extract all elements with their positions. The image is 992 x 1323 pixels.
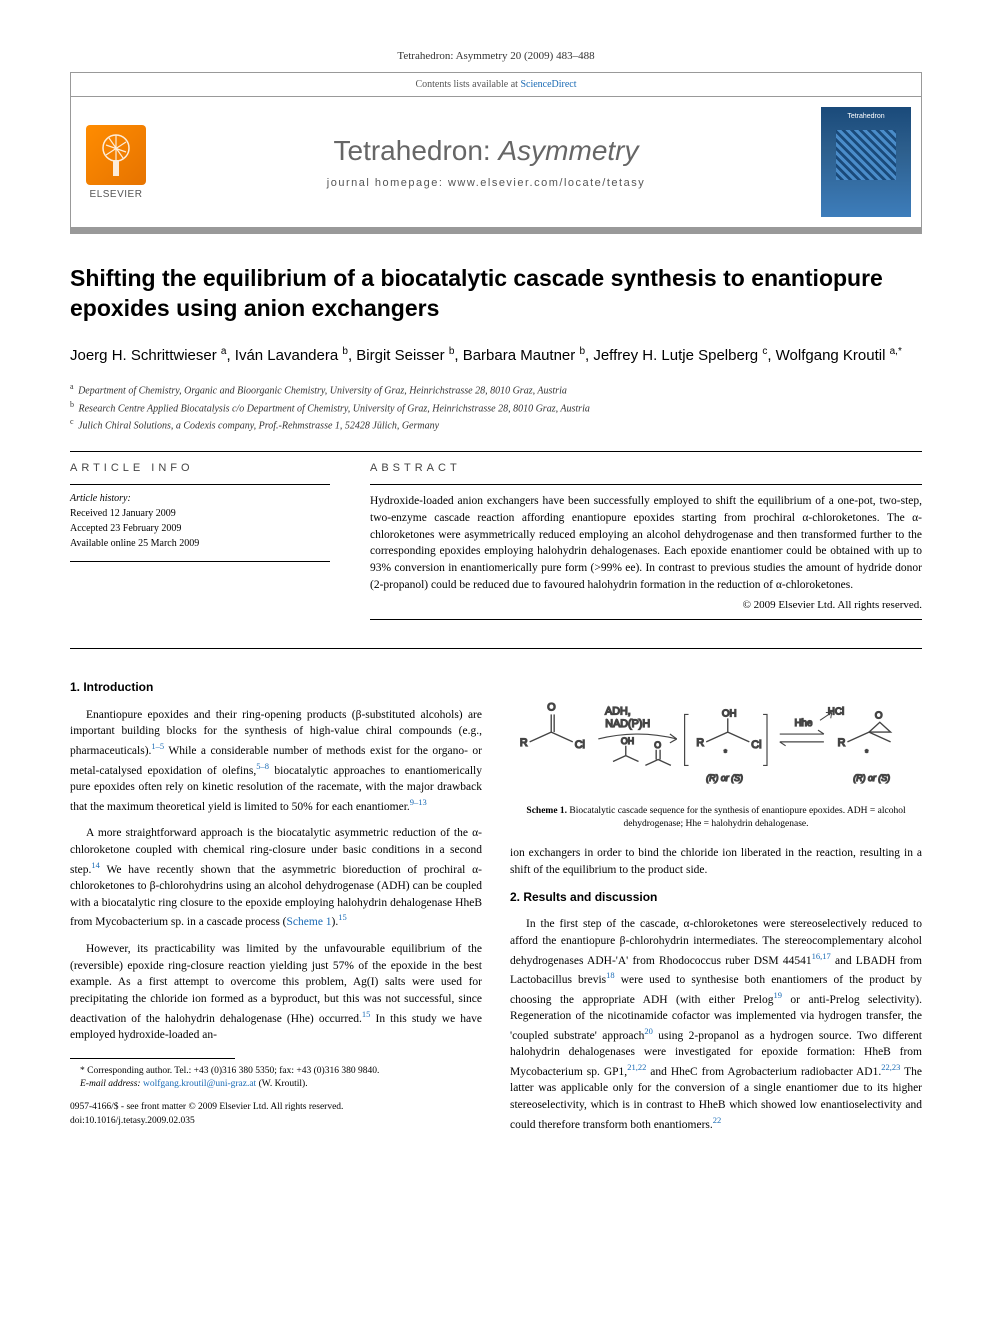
journal-homepage: journal homepage: www.elsevier.com/locat… — [161, 177, 811, 189]
scheme-svg: R O Cl ADH, NAD(P)H OH — [510, 685, 922, 793]
journal-header: Contents lists available at ScienceDirec… — [70, 72, 922, 234]
affiliation-c: c Julich Chiral Solutions, a Codexis com… — [70, 416, 922, 433]
section-heading-intro: 1. Introduction — [70, 679, 482, 696]
email-person: (W. Kroutil). — [256, 1079, 307, 1089]
intro-para-2: A more straightforward approach is the b… — [70, 825, 482, 931]
col2-continuation: ion exchangers in order to bind the chlo… — [510, 845, 922, 878]
abstract-block: ABSTRACT Hydroxide-loaded anion exchange… — [370, 462, 922, 628]
corresponding-footnote: * Corresponding author. Tel.: +43 (0)316… — [70, 1065, 482, 1078]
abstract-divider — [370, 619, 922, 620]
scheme-label-cl: Cl — [751, 739, 761, 751]
online-date: Available online 25 March 2009 — [70, 536, 330, 551]
doi-line: doi:10.1016/j.tetasy.2009.02.035 — [70, 1115, 482, 1128]
ref-link[interactable]: 18 — [606, 970, 615, 980]
scheme-caption-text: Biocatalytic cascade sequence for the sy… — [567, 806, 906, 829]
scheme-label-oh: OH — [722, 709, 737, 720]
scheme-label-hcl: HCl — [828, 707, 844, 718]
contents-bar: Contents lists available at ScienceDirec… — [71, 73, 921, 97]
ref-link[interactable]: 5–8 — [256, 761, 269, 771]
svg-text:*: * — [724, 749, 727, 758]
ref-link[interactable]: 19 — [773, 990, 782, 1000]
article-info-block: ARTICLE INFO Article history: Received 1… — [70, 462, 330, 628]
elsevier-tree-icon — [86, 125, 146, 185]
affiliations: a Department of Chemistry, Organic and B… — [70, 381, 922, 433]
ref-link[interactable]: 15 — [338, 912, 347, 922]
ref-link[interactable]: 22,23 — [881, 1062, 900, 1072]
divider — [70, 648, 922, 649]
section-heading-results: 2. Results and discussion — [510, 889, 922, 906]
scheme-stereo-label: (R) or (S) — [706, 773, 743, 783]
journal-title-a: Tetrahedron: — [334, 135, 499, 166]
abstract-text: Hydroxide-loaded anion exchangers have b… — [370, 493, 922, 593]
affiliation-a: a Department of Chemistry, Organic and B… — [70, 381, 922, 398]
footnote-divider — [70, 1058, 235, 1059]
abstract-heading: ABSTRACT — [370, 462, 922, 474]
left-column: 1. Introduction Enantiopure epoxides and… — [70, 673, 482, 1143]
intro-para-1: Enantiopure epoxides and their ring-open… — [70, 707, 482, 816]
abstract-divider — [370, 484, 922, 485]
cover-thumb-image — [836, 130, 896, 180]
svg-text:*: * — [865, 749, 868, 758]
accepted-date: Accepted 23 February 2009 — [70, 521, 330, 536]
cover-thumb-title: Tetrahedron — [847, 113, 884, 120]
scheme-stereo-label: (R) or (S) — [853, 773, 890, 783]
history-label: Article history: — [70, 493, 330, 504]
scheme-1: R O Cl ADH, NAD(P)H OH — [510, 685, 922, 831]
elsevier-logo: ELSEVIER — [71, 115, 161, 210]
header-bottom-bar — [71, 227, 921, 233]
received-date: Received 12 January 2009 — [70, 506, 330, 521]
elsevier-text: ELSEVIER — [90, 189, 143, 200]
journal-title: Tetrahedron: Asymmetry — [161, 135, 811, 167]
results-para-1: In the first step of the cascade, α-chlo… — [510, 916, 922, 1133]
doi-block: 0957-4166/$ - see front matter © 2009 El… — [70, 1101, 482, 1128]
intro-para-3: However, its practicability was limited … — [70, 941, 482, 1044]
scheme-number: Scheme 1. — [526, 806, 567, 816]
scheme-label-o: O — [875, 711, 883, 722]
scheme-label-cl: Cl — [575, 739, 585, 751]
ref-link[interactable]: 14 — [91, 860, 100, 870]
article-title: Shifting the equilibrium of a biocatalyt… — [70, 264, 922, 324]
scheme-link[interactable]: Scheme 1 — [287, 916, 332, 928]
ref-link[interactable]: 1–5 — [151, 741, 164, 751]
front-matter-line: 0957-4166/$ - see front matter © 2009 El… — [70, 1101, 482, 1114]
ref-link[interactable]: 20 — [644, 1026, 653, 1036]
ref-link[interactable]: 9–13 — [410, 797, 427, 807]
scheme-label-o: O — [654, 740, 661, 750]
article-info-heading: ARTICLE INFO — [70, 462, 330, 474]
journal-title-b: Asymmetry — [499, 135, 639, 166]
sciencedirect-link[interactable]: ScienceDirect — [520, 79, 576, 90]
scheme-label-hhe: Hhe — [794, 718, 813, 729]
contents-label: Contents lists available at — [415, 79, 520, 90]
scheme-label-nadph: NAD(P)H — [605, 718, 650, 730]
ref-link[interactable]: 16,17 — [812, 951, 831, 961]
scheme-label-r: R — [838, 737, 846, 749]
divider — [70, 451, 922, 452]
scheme-caption: Scheme 1. Biocatalytic cascade sequence … — [510, 805, 922, 832]
scheme-label-adh: ADH, — [605, 706, 631, 718]
scheme-label-oh: OH — [621, 736, 634, 746]
info-divider — [70, 561, 330, 562]
info-divider — [70, 484, 330, 485]
affiliation-b: b Research Centre Applied Biocatalysis c… — [70, 399, 922, 416]
author-list: Joerg H. Schrittwieser a, Iván Lavandera… — [70, 344, 922, 368]
ref-link[interactable]: 22 — [713, 1115, 722, 1125]
cover-thumbnail: Tetrahedron — [821, 107, 911, 217]
email-footnote: E-mail address: wolfgang.kroutil@uni-gra… — [70, 1078, 482, 1091]
ref-link[interactable]: 21,22 — [627, 1062, 646, 1072]
scheme-label-r: R — [696, 737, 704, 749]
right-column: R O Cl ADH, NAD(P)H OH — [510, 673, 922, 1143]
abstract-copyright: © 2009 Elsevier Ltd. All rights reserved… — [370, 599, 922, 611]
scheme-label-o: O — [547, 702, 555, 714]
email-label: E-mail address: — [80, 1079, 141, 1089]
scheme-label-r: R — [520, 737, 528, 749]
citation-line: Tetrahedron: Asymmetry 20 (2009) 483–488 — [70, 50, 922, 62]
email-link[interactable]: wolfgang.kroutil@uni-graz.at — [143, 1079, 256, 1089]
